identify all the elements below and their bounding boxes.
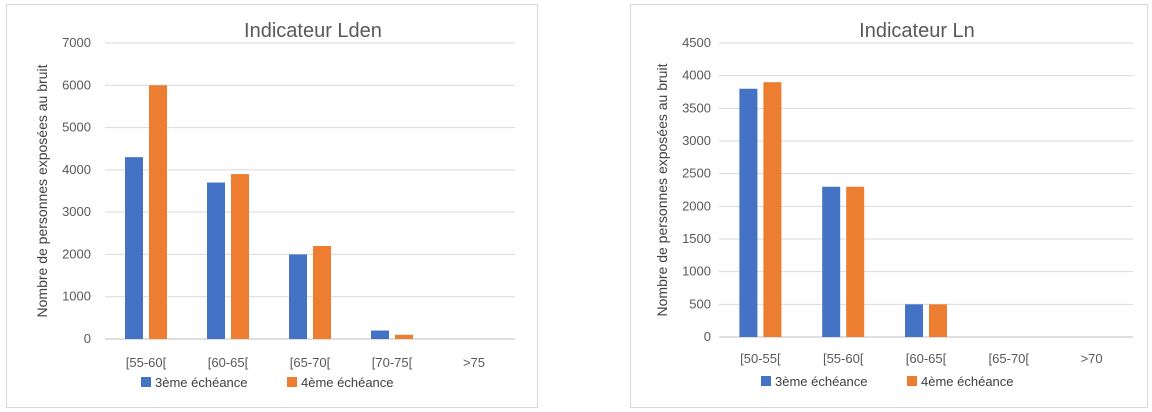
y-tick-label: 1000: [62, 289, 91, 304]
y-tick-label: 1500: [682, 231, 711, 246]
legend-label: 3ème échéance: [775, 374, 868, 389]
y-tick-label: 6000: [62, 77, 91, 92]
x-tick-label: [55-60[: [126, 355, 167, 370]
legend-swatch: [287, 377, 297, 387]
y-tick-label: 1000: [682, 264, 711, 279]
x-tick-label: [55-60[: [823, 351, 864, 366]
x-tick-label: [60-65[: [208, 355, 249, 370]
chart-lden: Indicateur Lden Nombre de personnes expos…: [34, 20, 515, 390]
bar-lden-s2-1: [231, 174, 249, 339]
y-tick-label: 4000: [62, 162, 91, 177]
chart-panel-lden: Indicateur Lden Nombre de personnes expos…: [6, 4, 538, 408]
bar-lden-s2-2: [313, 245, 331, 339]
bar-ln-s1-2: [905, 304, 923, 337]
y-tick-label: 7000: [62, 35, 91, 50]
x-tick-label: [65-70[: [989, 351, 1030, 366]
y-tick-label: 3000: [62, 204, 91, 219]
x-tick-label: [50-55[: [740, 351, 781, 366]
bar-lden-s1-3: [371, 330, 389, 339]
y-tick-label: 4500: [682, 35, 711, 50]
x-tick-label: [65-70[: [290, 355, 331, 370]
bar-ln-s2-0: [763, 82, 782, 337]
legend-swatch: [907, 376, 917, 386]
y-tick-label: 3000: [682, 133, 711, 148]
x-tick-label: >75: [463, 355, 485, 370]
x-tick-label: [60-65[: [906, 351, 947, 366]
x-tick-label: [70-75[: [372, 355, 413, 370]
bar-lden-s1-1: [207, 182, 225, 339]
y-tick-label: 0: [84, 331, 91, 346]
y-tick-label: 0: [704, 329, 711, 344]
x-tick-label: >70: [1081, 351, 1103, 366]
y-axis-label: Nombre de personnes exposées au bruit: [654, 63, 670, 316]
bar-lden-s2-3: [395, 334, 413, 339]
y-tick-label: 3500: [682, 100, 711, 115]
y-tick-label: 2000: [62, 246, 91, 261]
bar-ln-s1-0: [739, 88, 758, 337]
legend-swatch: [141, 377, 151, 387]
legend-label: 3ème échéance: [155, 375, 248, 390]
chart-title: Indicateur Lden: [244, 20, 382, 42]
legend-label: 4ème échéance: [301, 375, 394, 390]
chart-panel-ln: Indicateur Ln Nombre de personnes exposée…: [630, 4, 1148, 408]
y-tick-label: 2000: [682, 198, 711, 213]
bar-lden-s1-2: [289, 254, 307, 339]
y-tick-label: 4000: [682, 68, 711, 83]
bar-ln-s2-2: [929, 304, 947, 337]
y-tick-label: 500: [689, 296, 711, 311]
chart-title: Indicateur Ln: [859, 20, 975, 42]
bar-lden-s1-0: [125, 157, 143, 339]
bar-ln-s1-1: [822, 186, 841, 337]
y-axis-label: Nombre de personnes exposées au bruit: [34, 64, 50, 317]
bar-lden-s2-0: [149, 85, 167, 340]
chart-ln: Indicateur Ln Nombre de personnes exposée…: [654, 20, 1133, 389]
legend-label: 4ème échéance: [921, 374, 1014, 389]
y-tick-label: 5000: [62, 120, 91, 135]
bar-ln-s2-1: [846, 186, 865, 337]
legend-swatch: [761, 376, 771, 386]
y-tick-label: 2500: [682, 166, 711, 181]
